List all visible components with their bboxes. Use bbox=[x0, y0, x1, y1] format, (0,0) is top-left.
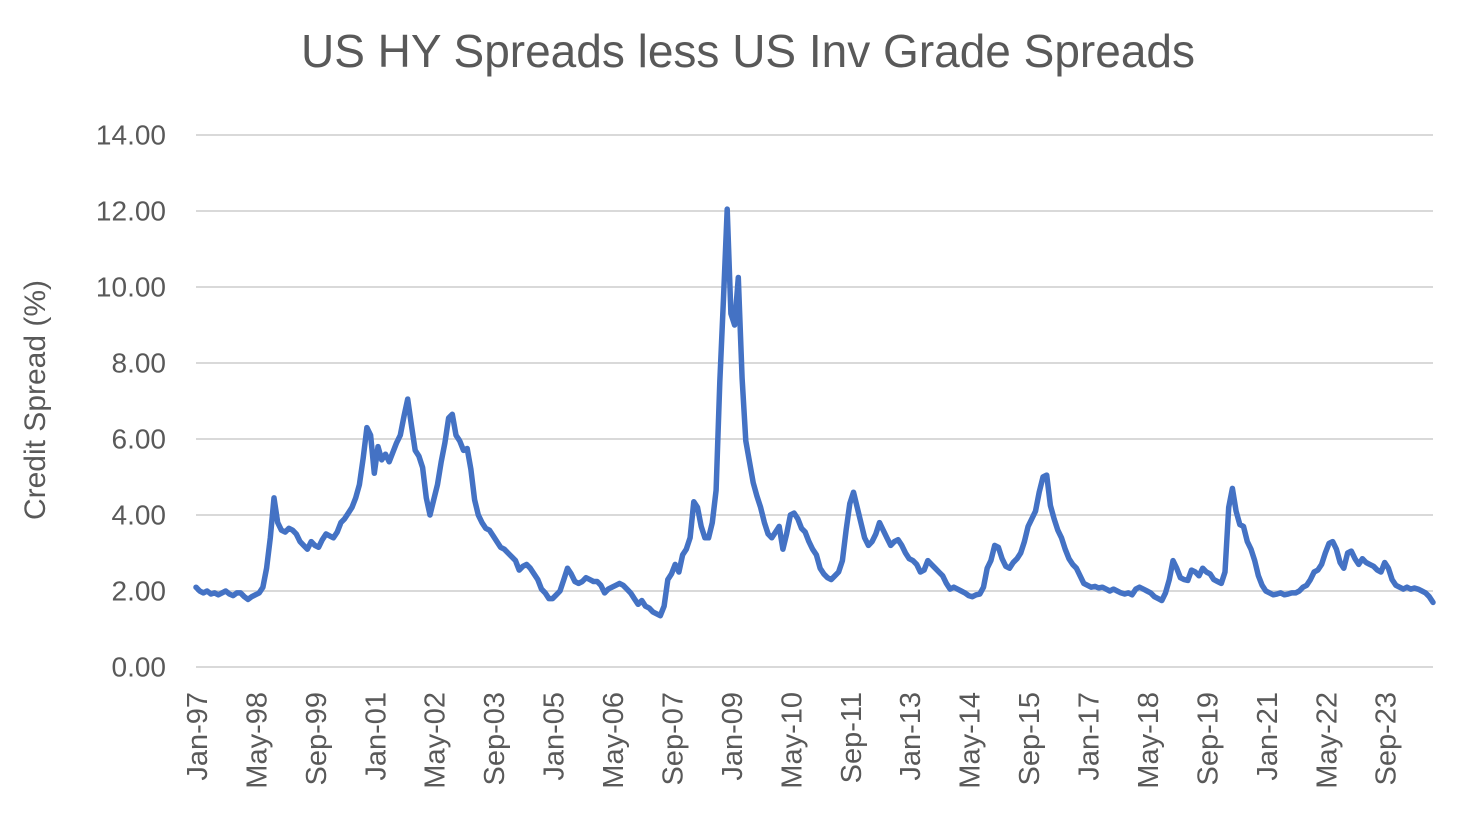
x-tick-label: Sep-03 bbox=[479, 692, 511, 786]
x-tick-label: Jan-05 bbox=[539, 692, 571, 781]
series-line bbox=[193, 206, 1436, 619]
chart-title: US HY Spreads less US Inv Grade Spreads bbox=[300, 25, 1195, 77]
x-tick-label: May-02 bbox=[420, 692, 452, 789]
x-tick-label: Sep-19 bbox=[1192, 692, 1224, 786]
y-tick-label: 0.00 bbox=[112, 652, 167, 683]
x-tick-label: Jan-13 bbox=[895, 692, 927, 781]
y-tick-label: 12.00 bbox=[96, 196, 166, 227]
x-tick-label: Sep-11 bbox=[836, 692, 868, 783]
x-tick-label: May-14 bbox=[955, 692, 987, 789]
y-tick-label: 2.00 bbox=[112, 576, 167, 607]
x-tick-label: Jan-09 bbox=[717, 692, 749, 781]
x-tick-label: Jan-21 bbox=[1252, 692, 1284, 781]
x-tick-label: Sep-99 bbox=[301, 692, 333, 786]
y-tick-label: 10.00 bbox=[96, 272, 166, 303]
x-tick-label: May-10 bbox=[776, 692, 808, 789]
x-tick-label: Sep-15 bbox=[1014, 692, 1046, 786]
x-tick-label: Jan-17 bbox=[1074, 692, 1106, 781]
y-tick-label: 4.00 bbox=[112, 500, 167, 531]
y-tick-label: 14.00 bbox=[96, 120, 166, 151]
y-axis-title: Credit Spread (%) bbox=[19, 279, 52, 521]
y-tick-label: 6.00 bbox=[112, 424, 167, 455]
x-tick-label: Jan-01 bbox=[360, 692, 392, 781]
x-tick-label: Sep-07 bbox=[657, 692, 689, 786]
x-tick-label: May-22 bbox=[1311, 692, 1343, 789]
x-tick-label: Jan-97 bbox=[182, 692, 214, 781]
x-tick-label: Sep-23 bbox=[1371, 692, 1403, 786]
y-tick-label: 8.00 bbox=[112, 348, 167, 379]
x-tick-label: May-06 bbox=[598, 692, 630, 789]
x-tick-label: May-18 bbox=[1133, 692, 1165, 789]
x-tick-label: May-98 bbox=[241, 692, 273, 789]
